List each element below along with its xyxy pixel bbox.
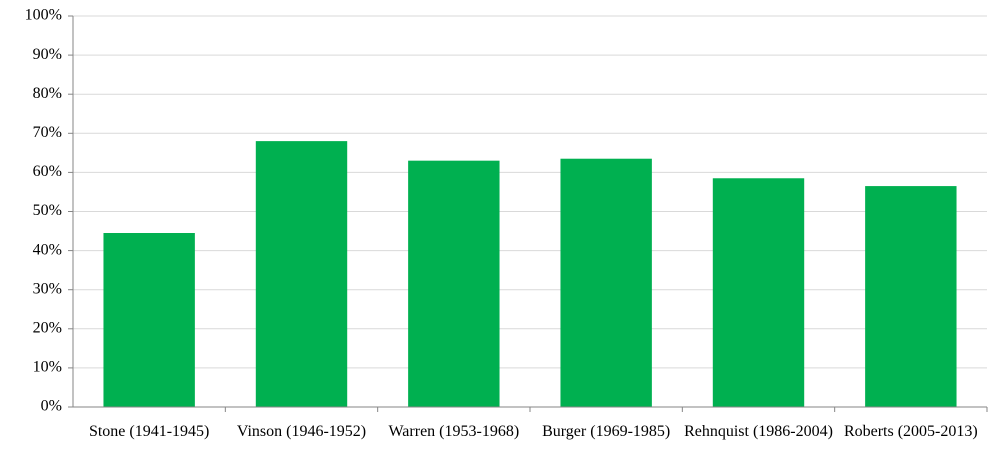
x-tick-label: Warren (1953-1968) bbox=[388, 423, 520, 440]
x-tick-label: Stone (1941-1945) bbox=[88, 423, 210, 440]
y-tick-label: 30% bbox=[33, 280, 62, 297]
bar bbox=[255, 141, 348, 407]
bar bbox=[712, 178, 805, 407]
y-tick-label: 10% bbox=[33, 359, 62, 376]
y-tick-label: 90% bbox=[33, 46, 62, 63]
bar bbox=[865, 186, 957, 407]
y-tick-label: 60% bbox=[33, 163, 62, 180]
bar bbox=[103, 233, 195, 407]
bar bbox=[408, 160, 500, 407]
y-tick-label: 0% bbox=[41, 398, 62, 415]
y-tick-label: 50% bbox=[33, 202, 62, 219]
x-tick-label: Rehnquist (1986-2004) bbox=[684, 423, 833, 440]
y-tick-label: 20% bbox=[33, 319, 62, 336]
y-tick-label: 70% bbox=[33, 124, 62, 141]
y-tick-label: 100% bbox=[25, 7, 62, 24]
y-tick-label: 80% bbox=[33, 85, 62, 102]
x-tick-label: Roberts (2005-2013) bbox=[843, 423, 978, 440]
y-tick-label: 40% bbox=[33, 241, 62, 258]
bar bbox=[560, 158, 652, 407]
x-tick-label: Vinson (1946-1952) bbox=[236, 423, 367, 440]
x-tick-label: Burger (1969-1985) bbox=[542, 423, 671, 440]
